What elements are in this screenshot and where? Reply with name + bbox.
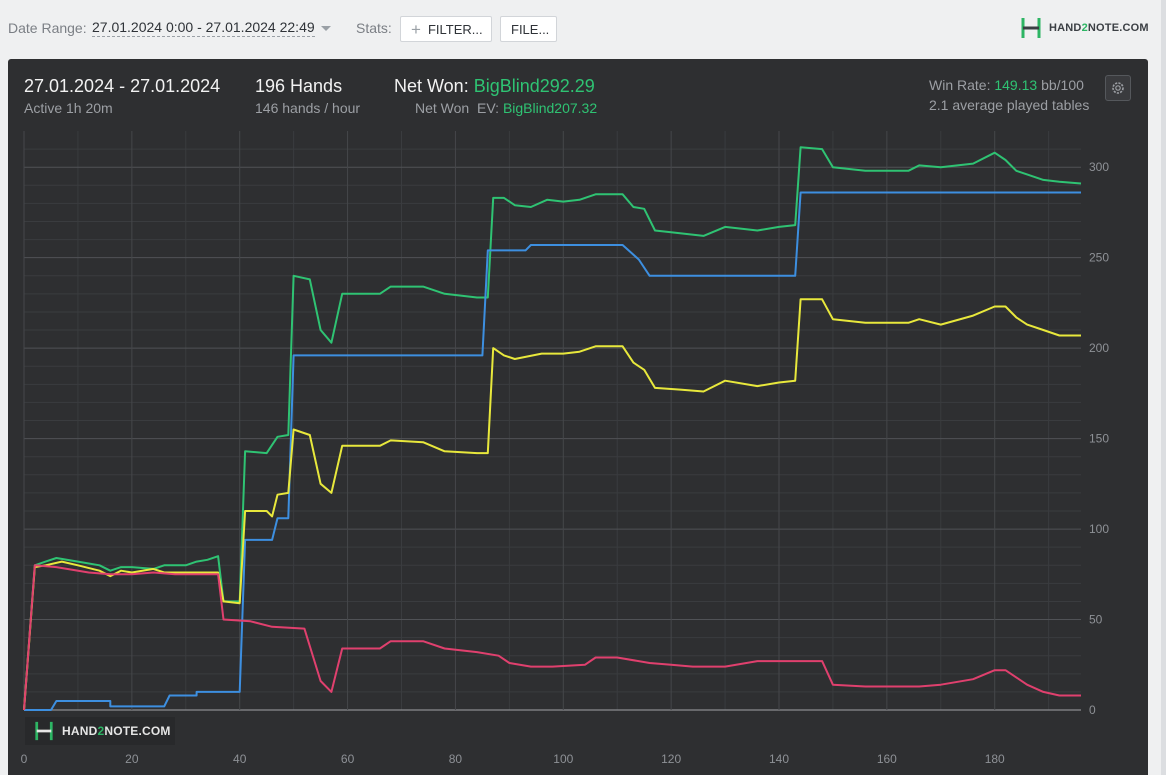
chevron-down-icon[interactable] — [321, 26, 331, 31]
date-span: 27.01.2024 - 27.01.2024 — [24, 76, 221, 96]
net-won-ev: Net Won EV: BigBlind207.32 — [415, 100, 597, 116]
y-tick-label: 300 — [1089, 160, 1109, 174]
net-won: Net Won: BigBlind292.29 — [394, 76, 595, 97]
series-line-4 — [23, 564, 1081, 711]
y-tick-label: 0 — [1089, 703, 1096, 717]
settings-button[interactable] — [1105, 75, 1131, 101]
date-range-label: Date Range: — [8, 20, 87, 36]
y-tick-label: 50 — [1089, 613, 1103, 627]
gear-icon — [1112, 82, 1124, 94]
filter-button[interactable]: + FILTER... — [400, 16, 492, 42]
brand-name: HAND2NOTE.COM — [1049, 22, 1149, 34]
watermark-text: HAND2NOTE.COM — [62, 724, 171, 738]
brand-logo[interactable]: HAND2NOTE.COM — [1020, 17, 1149, 39]
x-tick-label: 0 — [21, 752, 28, 766]
x-tick-label: 40 — [233, 752, 247, 766]
net-won-value: BigBlind292.29 — [473, 76, 595, 96]
profit-graph[interactable]: 0 50 100 150 200 250 300 0 20 40 60 80 100 120 140 160 1… — [8, 59, 1148, 775]
hands-count: 196 Hands — [255, 76, 343, 96]
series-line-1 — [23, 146, 1082, 711]
x-tick-label: 60 — [341, 752, 355, 766]
series-line-3 — [23, 298, 1081, 711]
series-line-2 — [24, 191, 1081, 711]
avg-tables: 2.1 average played tables — [929, 97, 1090, 113]
y-tick-label: 250 — [1089, 251, 1109, 265]
x-tick-label: 160 — [877, 752, 897, 766]
win-rate: Win Rate: 149.13 bb/100 — [929, 77, 1084, 93]
plus-icon: + — [411, 19, 421, 39]
win-rate-value: 149.13 — [994, 77, 1038, 93]
file-button-label: FILE... — [511, 21, 550, 37]
toolbar: Date Range: 27.01.2024 0:00 - 27.01.2024… — [0, 0, 1166, 58]
x-tick-label: 180 — [985, 752, 1005, 766]
x-tick-label: 140 — [769, 752, 789, 766]
h2n-logo-icon — [1021, 18, 1041, 38]
x-tick-label: 100 — [553, 752, 573, 766]
net-won-ev-label: Net Won EV: — [415, 100, 500, 116]
win-rate-label: Win Rate: — [929, 77, 991, 93]
x-tick-label: 120 — [661, 752, 681, 766]
h2n-logo-icon — [35, 721, 53, 741]
filter-button-label: FILTER... — [427, 21, 483, 37]
scrollbar[interactable] — [1161, 0, 1166, 775]
stats-label: Stats: — [356, 20, 392, 36]
watermark: HAND2NOTE.COM — [25, 717, 175, 745]
y-tick-label: 200 — [1089, 341, 1109, 355]
hands-per-hour: 146 hands / hour — [255, 100, 361, 116]
win-rate-unit: bb/100 — [1041, 77, 1084, 93]
y-tick-label: 150 — [1089, 432, 1109, 446]
x-tick-label: 80 — [449, 752, 463, 766]
date-range-select[interactable]: 27.01.2024 0:00 - 27.01.2024 22:49 — [92, 19, 315, 37]
y-tick-label: 100 — [1089, 522, 1109, 536]
net-won-label: Net Won: — [394, 76, 469, 96]
active-time: Active 1h 20m — [24, 100, 113, 116]
file-button[interactable]: FILE... — [500, 16, 557, 42]
net-won-ev-value: BigBlind207.32 — [502, 100, 598, 116]
x-tick-label: 20 — [125, 752, 139, 766]
